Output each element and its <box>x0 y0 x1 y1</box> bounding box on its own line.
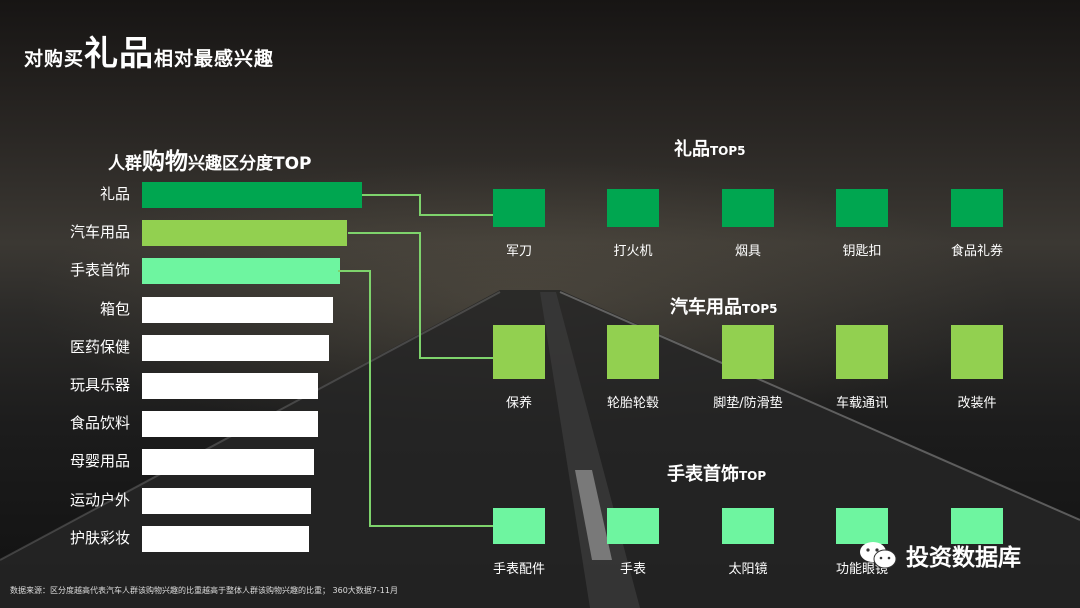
bar-10 <box>142 525 310 552</box>
item-label: 手表 <box>619 562 646 577</box>
group-title-text: 手表首饰 <box>667 464 739 485</box>
item-label: 军刀 <box>505 244 532 259</box>
item-label: 烟具 <box>734 244 761 259</box>
bar-1 <box>142 182 362 208</box>
connector-gift <box>362 194 494 216</box>
item-label: 功能眼镜 <box>835 562 888 577</box>
item-box <box>607 325 659 379</box>
connector-watch <box>338 270 494 527</box>
item-box <box>493 508 545 544</box>
watermark: 投资数据库 <box>858 538 1021 572</box>
item-box <box>951 325 1003 379</box>
item-box <box>607 189 659 227</box>
bar-2 <box>142 220 347 247</box>
bar-6 <box>142 373 318 399</box>
item-label: 手表配件 <box>492 562 545 577</box>
item-box <box>951 508 1003 544</box>
item-box <box>722 508 774 544</box>
category-label: 玩具乐器 <box>69 376 130 394</box>
watermark-text: 投资数据库 <box>906 545 1021 571</box>
bar-3 <box>142 258 340 285</box>
item-box <box>836 189 888 227</box>
item-label: 食品礼券 <box>950 244 1003 259</box>
group-title-suffix: TOP5 <box>742 302 778 316</box>
category-label: 手表首饰 <box>69 261 130 280</box>
group-title: 礼品TOP5 <box>674 135 746 161</box>
bar-4 <box>142 296 334 323</box>
bar-7 <box>142 411 318 438</box>
bar-9 <box>142 487 312 514</box>
item-box <box>493 325 545 379</box>
group-title: 汽车用品TOP5 <box>670 293 778 319</box>
category-label: 医药保健 <box>69 337 130 356</box>
item-box <box>493 189 545 227</box>
group-title-suffix: TOP5 <box>710 144 746 158</box>
item-label: 钥匙扣 <box>842 244 882 259</box>
item-label: 太阳镜 <box>728 562 768 577</box>
bar-8 <box>142 449 314 476</box>
data-source-footer: 数据来源：区分度越高代表汽车人群该购物兴趣的比重越高于整体人群该购物兴趣的比重；… <box>10 586 398 595</box>
item-box <box>607 508 659 544</box>
category-label: 箱包 <box>99 299 130 318</box>
category-label: 食品饮料 <box>69 414 130 433</box>
group-title-text: 礼品 <box>674 139 710 160</box>
category-label: 母婴用品 <box>69 452 130 471</box>
item-box <box>722 325 774 379</box>
category-label: 运动户外 <box>69 490 130 509</box>
item-label: 车载通讯 <box>835 396 888 411</box>
item-label: 脚垫/防滑垫 <box>713 396 783 411</box>
item-label: 轮胎轮毂 <box>606 396 659 411</box>
group-title-text: 汽车用品 <box>670 297 742 318</box>
category-label: 汽车用品 <box>69 223 130 242</box>
item-box <box>836 325 888 379</box>
category-label: 护肤彩妆 <box>69 528 130 547</box>
connector-car <box>348 232 494 359</box>
chart-title: 人群购物兴趣区分度TOP <box>108 149 312 175</box>
page-title: 对购买礼品相对最感兴趣 <box>24 34 275 74</box>
group-title: 手表首饰TOP <box>667 460 766 486</box>
item-box <box>722 189 774 227</box>
item-label: 改装件 <box>957 396 997 411</box>
group-title-suffix: TOP <box>739 469 767 483</box>
category-label: 礼品 <box>99 185 130 203</box>
item-box <box>951 189 1003 227</box>
bar-5 <box>142 334 329 361</box>
item-label: 打火机 <box>613 244 653 259</box>
wechat-icon <box>860 542 897 569</box>
item-label: 保养 <box>505 396 532 411</box>
item-box <box>836 508 888 544</box>
